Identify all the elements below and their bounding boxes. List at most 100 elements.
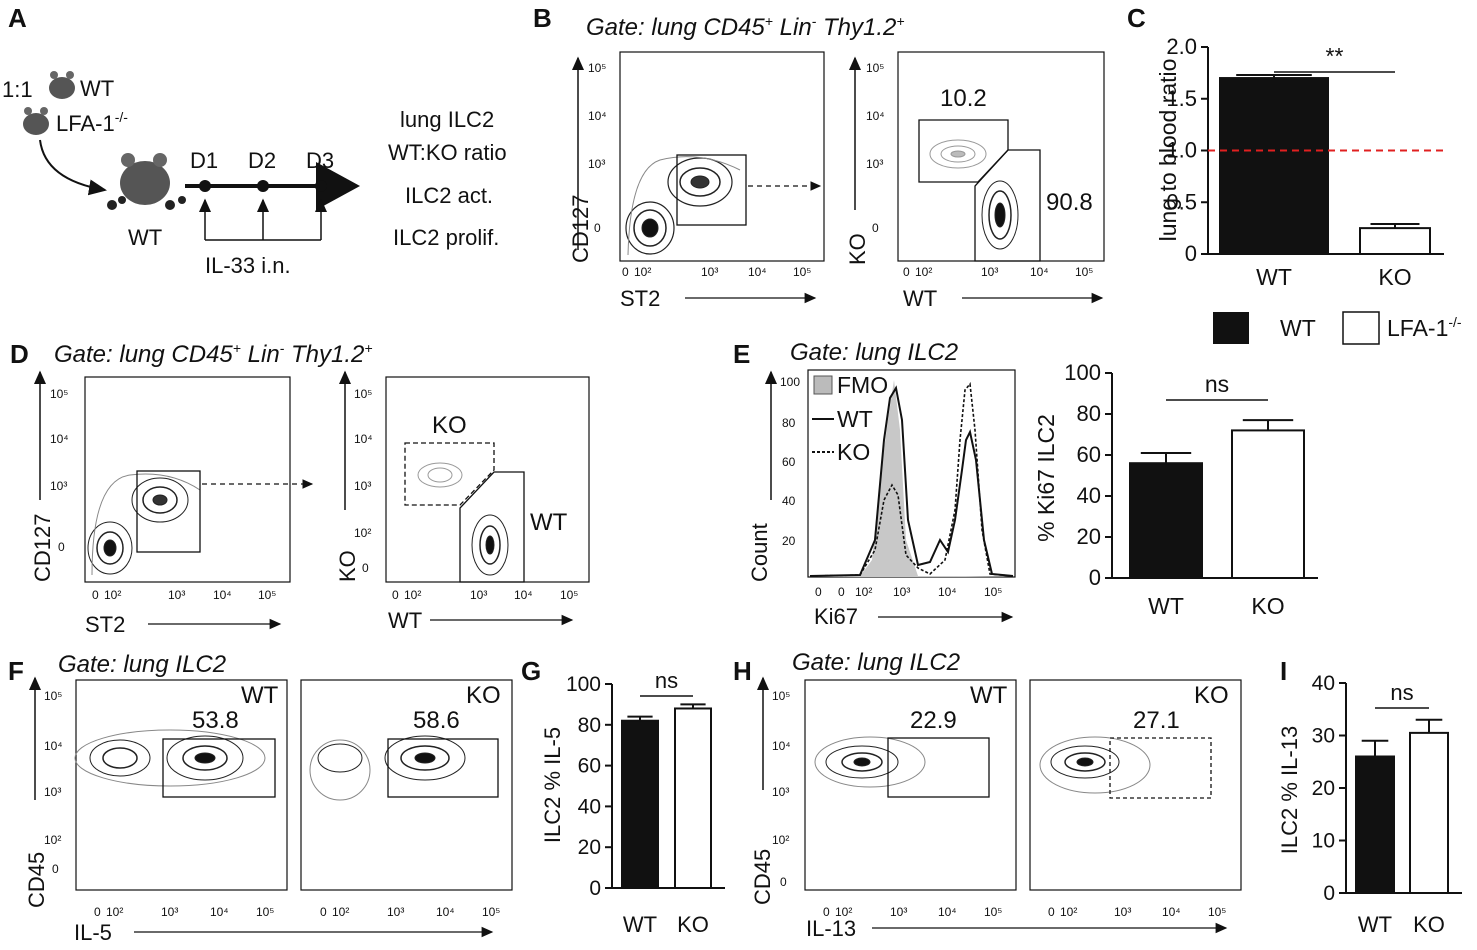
y-ticks-b2: 10⁵ 10⁴ 10³ 0 (866, 61, 885, 235)
y-tick-label: 0.5 (1166, 189, 1197, 214)
histogram-e-frame (807, 369, 1016, 578)
svg-text:0: 0 (872, 221, 879, 235)
gate-title-d: Gate: lung CD45+ Lin- Thy1.2+ (54, 340, 373, 368)
flow-plot-h2-frame (1029, 679, 1242, 891)
svg-text:10⁵: 10⁵ (50, 387, 68, 401)
panel-label-c: C (1127, 3, 1146, 33)
flow-plot-f1-frame (75, 679, 288, 891)
axis-label-cd45-h: CD45 (750, 849, 775, 905)
panel-label-e: E (733, 339, 750, 369)
y-ticks-h: 10⁵ 10⁴ 10³ 10² 0 (772, 689, 791, 889)
bar-wt (1219, 77, 1329, 255)
y-tick-label: 1.5 (1166, 86, 1197, 111)
category-label: WT (1358, 912, 1392, 937)
svg-text:0: 0 (94, 905, 101, 919)
panel-label-f: F (8, 656, 24, 686)
svg-text:10⁵: 10⁵ (256, 905, 274, 919)
y-tick-label: 20 (1312, 777, 1335, 800)
y-tick-label: 2.0 (1166, 34, 1197, 59)
axis-label-wt-d: WT (388, 608, 422, 633)
gate-polygon-wt-b (974, 149, 1041, 262)
svg-text:10⁴: 10⁴ (1030, 265, 1049, 279)
svg-text:10⁵: 10⁵ (44, 689, 62, 703)
svg-text:0: 0 (362, 561, 369, 575)
category-label: WT (1256, 264, 1292, 290)
flow-plot-b2-frame (897, 51, 1105, 262)
gate-box-f1 (162, 738, 276, 798)
gate-title-e: Gate: lung ILC2 (790, 339, 958, 366)
axis-label-cd45-f: CD45 (24, 852, 49, 908)
svg-text:10³: 10³ (161, 905, 178, 919)
sample-label-h-wt: WT (970, 682, 1008, 709)
svg-text:10³: 10³ (772, 785, 789, 799)
svg-text:10⁵: 10⁵ (482, 905, 500, 919)
y-tick-label: 40 (1077, 483, 1101, 508)
y-tick-label: 100 (566, 673, 601, 696)
gate-polygon-wt-d (459, 471, 525, 583)
svg-text:10³: 10³ (354, 479, 371, 493)
svg-text:10⁵: 10⁵ (866, 61, 884, 75)
bar-ko (1359, 227, 1431, 255)
readout-4: ILC2 prolif. (393, 225, 499, 250)
svg-text:0: 0 (780, 875, 787, 889)
svg-text:10²: 10² (44, 833, 61, 847)
svg-text:10⁴: 10⁴ (588, 109, 607, 123)
axis-label-il5: IL-5 (74, 920, 112, 945)
svg-text:10⁴: 10⁴ (514, 588, 533, 602)
gate-pct-h-ko: 27.1 (1133, 707, 1180, 734)
significance-label: ns (655, 668, 678, 693)
significance-label: ns (1205, 371, 1229, 397)
sample-label-f-ko: KO (466, 682, 501, 709)
contour-cluster (74, 729, 266, 787)
axis-label-cd127-b: CD127 (568, 195, 593, 263)
gate-title-f: Gate: lung ILC2 (58, 651, 226, 678)
x-ticks-d1: 0 10² 10³ 10⁴ 10⁵ (92, 588, 276, 602)
svg-text:10³: 10³ (470, 588, 487, 602)
svg-text:10⁵: 10⁵ (984, 905, 1002, 919)
svg-text:10³: 10³ (168, 588, 185, 602)
gate-pct-wt-b: 90.8 (1046, 189, 1093, 216)
bar-ko (1231, 429, 1305, 579)
svg-text:10³: 10³ (50, 479, 67, 493)
panel-label-a: A (8, 3, 27, 33)
y-tick-label: 40 (1312, 672, 1335, 695)
histogram-wt (809, 385, 1014, 577)
svg-text:10⁵: 10⁵ (588, 61, 606, 75)
contour-cluster (471, 514, 509, 576)
svg-text:10²: 10² (855, 585, 872, 599)
mouse-icon-wt (49, 71, 75, 99)
contour-cluster (87, 473, 201, 576)
svg-text:10⁴: 10⁴ (938, 585, 957, 599)
y-tick-label: 80 (578, 714, 601, 737)
flow-plot-f2-frame (300, 679, 513, 891)
x-ticks-b1: 0 10² 10³ 10⁴ 10⁵ (622, 265, 811, 279)
gate-box-b1 (676, 154, 747, 226)
category-label: WT (623, 912, 657, 937)
x-ticks-b2: 0 10² 10³ 10⁴ 10⁵ (903, 265, 1093, 279)
sample-label-h-ko: KO (1194, 682, 1229, 709)
transfer-arrow (39, 139, 107, 196)
category-label: WT (1148, 593, 1184, 619)
contour-cluster (625, 156, 741, 256)
svg-text:10⁴: 10⁴ (50, 432, 69, 446)
day1-dot (199, 180, 211, 192)
svg-text:10²: 10² (106, 905, 123, 919)
svg-text:0: 0 (815, 585, 822, 599)
y-tick-label: 0 (1185, 241, 1197, 266)
svg-text:0: 0 (1048, 905, 1055, 919)
svg-text:0: 0 (392, 588, 399, 602)
y-tick-label: 0 (1089, 565, 1101, 590)
gate-label-ko-d: KO (432, 412, 467, 439)
svg-text:10²: 10² (354, 526, 371, 540)
treatment-label: IL-33 i.n. (205, 253, 291, 278)
y-tick-label: 10 (1312, 830, 1335, 853)
bar-ko (674, 707, 712, 889)
category-label: KO (1413, 912, 1445, 937)
gate-pct-f-ko: 58.6 (413, 707, 460, 734)
svg-text:20: 20 (782, 534, 796, 548)
legend-label-fmo: FMO (837, 372, 888, 398)
bar-wt (1129, 462, 1203, 580)
contour-cluster (814, 736, 926, 788)
bar-ko (1409, 731, 1449, 894)
